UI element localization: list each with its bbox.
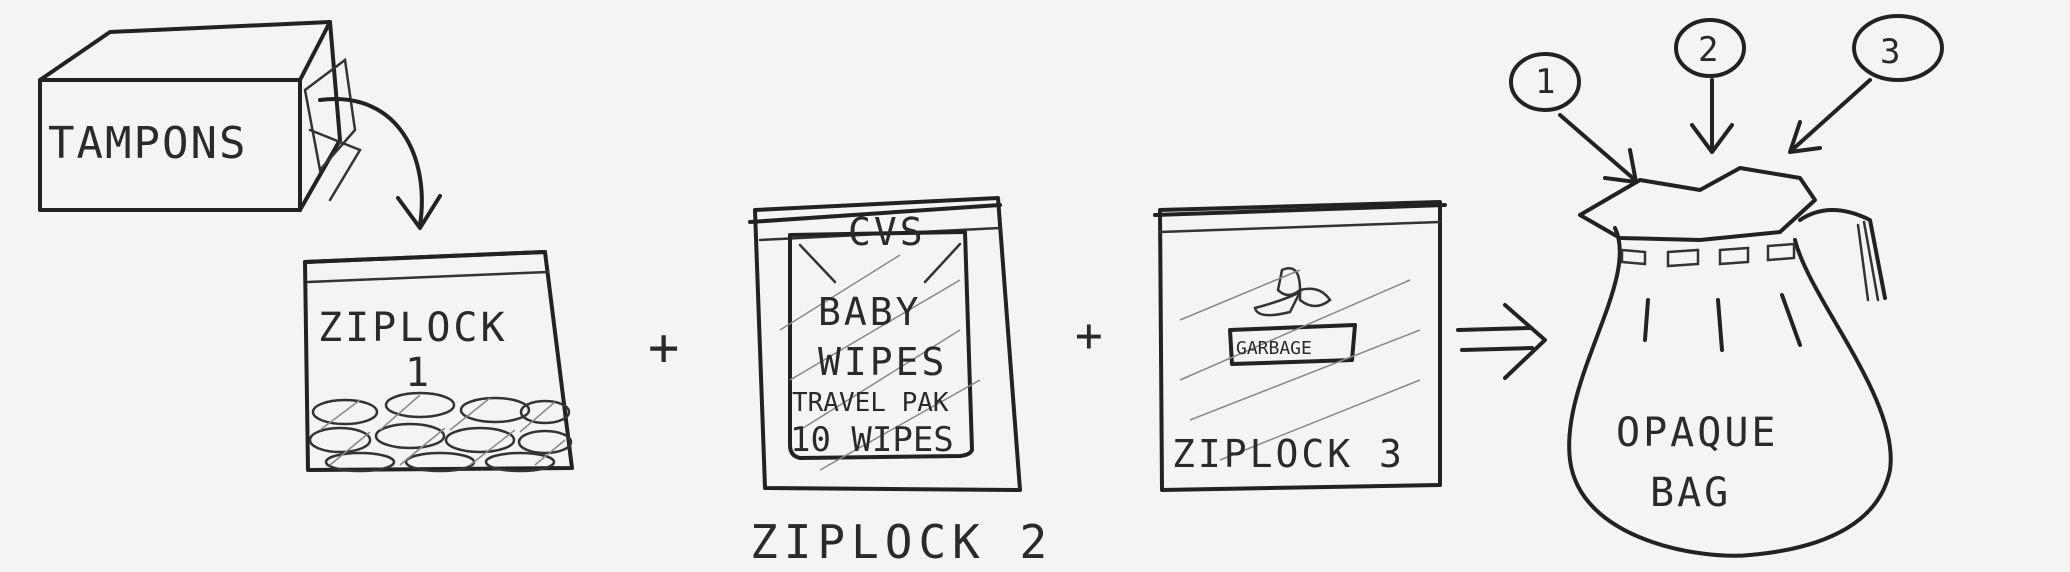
callout-2: [1674, 18, 1746, 154]
curved-arrow-icon: [318, 97, 442, 230]
ziplock-1-bag: [303, 250, 574, 473]
wipes-line-4: 10 WIPES: [790, 420, 954, 460]
ziplock-1-label: ZIPLOCK: [318, 305, 508, 351]
opaque-bag-label-2: BAG: [1650, 470, 1732, 516]
opaque-bag-label-1: OPAQUE: [1616, 410, 1779, 456]
callout-3-number: 3: [1880, 32, 1901, 72]
wipes-line-2: WIPES: [818, 340, 948, 384]
callout-2-number: 2: [1698, 30, 1719, 70]
opaque-bag: [1567, 166, 1893, 558]
plus-sign-2: +: [1075, 308, 1103, 362]
ziplock-3-bag: [1153, 200, 1447, 492]
ziplock-3-label: ZIPLOCK 3: [1172, 432, 1405, 476]
trash-bag-icon: [1228, 267, 1357, 366]
callout-1: [1509, 52, 1638, 184]
tampon-pile: [308, 391, 573, 473]
wipes-brand: CVS: [848, 210, 926, 254]
ziplock-2-bag: [748, 196, 1022, 492]
implies-arrow-icon: [1456, 303, 1547, 380]
callout-1-number: 1: [1535, 62, 1556, 102]
wipes-line-3: TRAVEL PAK: [792, 388, 949, 418]
plus-sign-1: +: [648, 318, 680, 378]
ziplock-1-number: 1: [405, 350, 433, 396]
tampons-box: [38, 20, 362, 212]
garbage-label: GARBAGE: [1236, 338, 1312, 359]
callout-3: [1788, 14, 1944, 154]
wipes-line-1: BABY: [818, 290, 922, 334]
ziplock-2-caption: ZIPLOCK 2: [750, 515, 1054, 569]
tampons-label: TAMPONS: [48, 118, 248, 169]
